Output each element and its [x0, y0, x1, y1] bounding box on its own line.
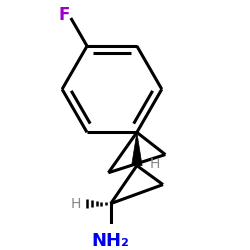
Text: H: H	[150, 158, 160, 172]
Polygon shape	[132, 132, 142, 166]
Text: F: F	[59, 6, 70, 24]
Text: H: H	[71, 196, 81, 210]
Text: NH₂: NH₂	[92, 232, 130, 250]
